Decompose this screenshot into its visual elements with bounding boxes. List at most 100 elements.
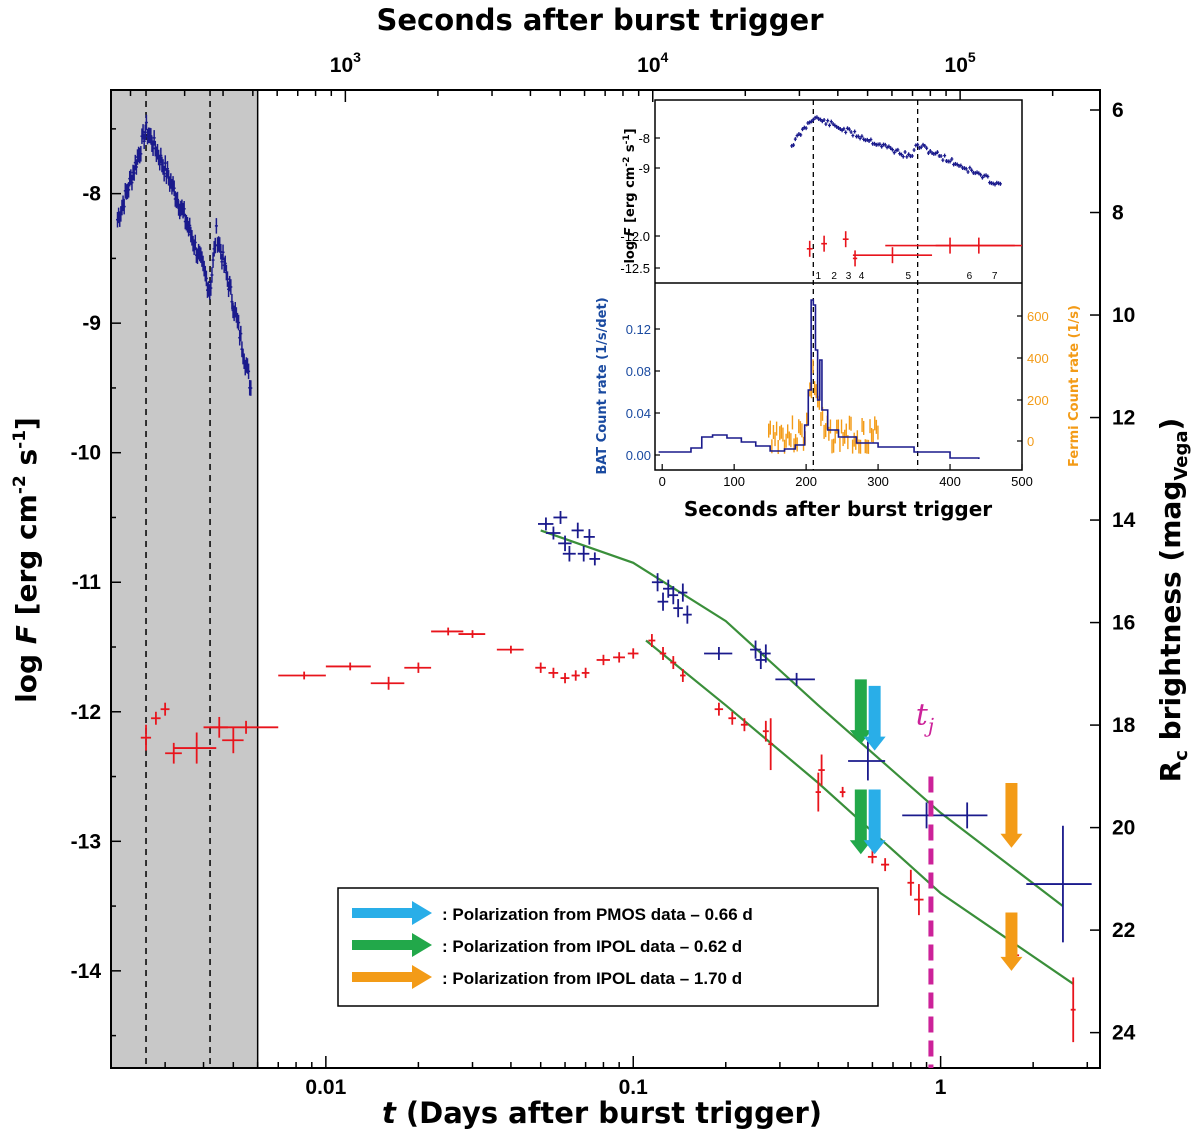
legend-arrow-pmos	[352, 901, 432, 925]
optical-point-33	[815, 772, 821, 812]
optical-point-24	[659, 647, 667, 660]
y2-axis-label: Rc brightness (magVega)	[1154, 418, 1192, 783]
xray-point-17	[750, 640, 761, 659]
y-tick-label: -11	[72, 571, 102, 594]
x-axis-label: t (Days after burst trigger)	[382, 1096, 822, 1130]
inset-top-y-label: log F [erg cm-2 s-1]	[622, 128, 638, 263]
inset-fermi-label: Fermi Count rate (1/s)	[1067, 305, 1082, 467]
polarization-arrow-0	[849, 679, 872, 745]
optical-point-27	[714, 702, 724, 716]
legend-label-ipol-170: : Polarization from IPOL data – 1.70 d	[442, 969, 742, 988]
optical-point-17	[560, 672, 570, 684]
y2-tick-label: 22	[1112, 919, 1135, 942]
inset-bat-tick-label: 0.00	[626, 448, 651, 463]
legend-item-ipol-062: : Polarization from IPOL data – 0.62 d	[352, 933, 742, 957]
optical-point-8	[278, 671, 326, 680]
y2-tick-label: 8	[1112, 202, 1124, 225]
optical-point-20	[596, 654, 610, 666]
legend-label-ipol-062: : Polarization from IPOL data – 0.62 d	[442, 937, 742, 956]
optical-point-9	[325, 662, 371, 671]
y2-tick-label: 16	[1112, 612, 1135, 635]
inset-bat-label: BAT Count rate (1/s/det)	[595, 297, 610, 474]
y-tick-label: -14	[71, 960, 102, 983]
inset-segment-label: 4	[859, 271, 865, 282]
optical-point-13	[458, 630, 486, 638]
xray-point-2	[553, 510, 568, 524]
legend-arrow-ipol-170	[352, 965, 432, 989]
inset-segment-label: 1	[816, 271, 822, 282]
xray-point-8	[589, 552, 601, 566]
optical-point-1	[151, 711, 161, 725]
inset-top-tick-label: -12.0	[620, 229, 650, 244]
optical-point-34	[839, 786, 846, 798]
y2-tick-label: 12	[1112, 407, 1135, 430]
optical-point-26	[680, 669, 686, 682]
y-tick-label: -9	[82, 312, 101, 335]
legend-item-ipol-170: : Polarization from IPOL data – 1.70 d	[352, 965, 742, 989]
inset-bat-tick-label: 0.08	[626, 364, 651, 379]
top-tick-label: 104	[637, 49, 668, 77]
y2-tick-label: 24	[1112, 1022, 1136, 1045]
inset-frame	[654, 99, 1023, 471]
optical-point-35	[867, 850, 877, 864]
inset-fermi-tick-label: 200	[1027, 393, 1049, 408]
optical-point-19	[581, 667, 590, 679]
legend-arrow-ipol-062	[352, 933, 432, 957]
inset-fermi-tick-label: 400	[1027, 351, 1049, 366]
optical-point-0	[140, 724, 152, 751]
polarization-arrow-2	[849, 789, 872, 855]
optical-point-3	[165, 742, 182, 764]
inset-x-tick-label: 0	[659, 474, 666, 489]
xray-point-1	[545, 526, 561, 540]
polarization-arrow-1	[863, 685, 886, 751]
y2-tick-label: 18	[1112, 714, 1136, 737]
xray-point-15	[682, 605, 692, 624]
optical-point-31	[768, 718, 774, 771]
xray-point-24	[1026, 825, 1092, 943]
legend-item-pmos: : Polarization from PMOS data – 0.66 d	[352, 901, 753, 925]
xray-point-6	[577, 545, 590, 562]
top-tick-label: 105	[945, 49, 976, 77]
inset-bat-curve	[658, 299, 980, 459]
inset-x-tick-label: 200	[795, 474, 817, 489]
optical-point-29	[740, 718, 748, 732]
y2-tick-label: 10	[1112, 304, 1135, 327]
inset-fermi-tick-label: 600	[1027, 309, 1049, 324]
optical-point-15	[535, 662, 546, 673]
inset-x-tick-label: 100	[723, 474, 745, 489]
inset-x-tick-label: 500	[1011, 474, 1033, 489]
xray-point-23	[943, 802, 988, 829]
xray-point-20	[775, 672, 815, 686]
optical-point-21	[613, 652, 625, 663]
inset-top-tick-label: -9	[638, 161, 650, 176]
optical-point-7	[203, 720, 279, 734]
x-tick-label: 0.01	[305, 1076, 346, 1099]
optical-point-12	[431, 627, 464, 636]
xray-point-12	[668, 586, 679, 605]
optical-point-4	[173, 732, 217, 764]
fit-line-0	[540, 529, 1064, 907]
xray-prompt-curve	[116, 114, 253, 396]
optical-point-30	[762, 720, 769, 742]
inset-segment-label: 3	[846, 271, 852, 282]
optical-point-16	[548, 667, 559, 679]
optical-point-23	[648, 634, 656, 648]
y-tick-label: -12	[71, 701, 101, 724]
xray-point-14	[678, 583, 688, 602]
tj-label: tj	[916, 698, 934, 738]
optical-point-14	[496, 645, 524, 654]
inset-top-tick-label: -12.5	[620, 261, 650, 276]
optical-point-18	[571, 670, 580, 681]
polarization-arrow-4	[1000, 783, 1023, 848]
inset-x-axis-label: Seconds after burst trigger	[684, 497, 992, 521]
legend-label-pmos: : Polarization from PMOS data – 0.66 d	[442, 905, 753, 924]
inset-fermi-tick-label: 0	[1027, 434, 1034, 449]
inset-xray-trace	[790, 115, 1002, 187]
xray-point-5	[571, 522, 584, 539]
x-tick-label: 1	[935, 1076, 947, 1099]
optical-point-25	[670, 656, 677, 670]
xray-point-19	[760, 644, 771, 663]
top-tick-label: 103	[330, 49, 361, 77]
polarization-arrow-3	[863, 789, 886, 855]
